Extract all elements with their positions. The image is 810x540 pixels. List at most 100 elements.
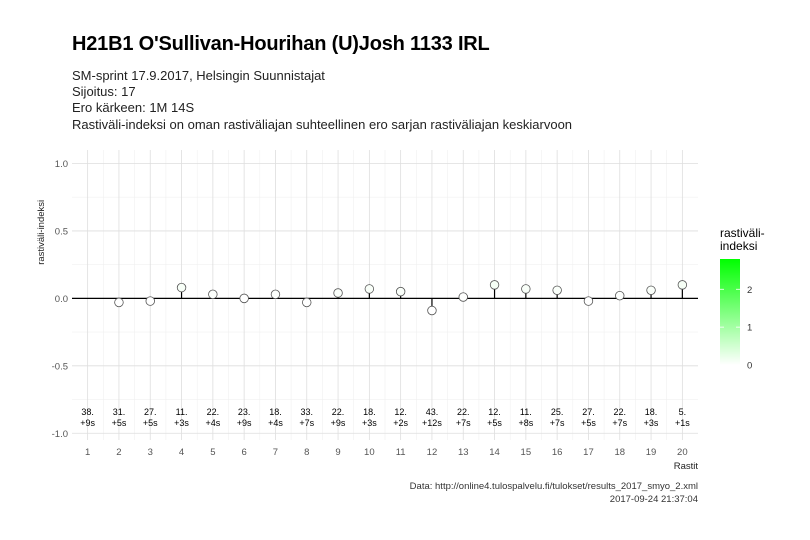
index-point [239,293,249,304]
diff-label: +5s [581,418,596,428]
x-tick-label: 3 [148,447,153,458]
x-tick-label: 6 [242,447,247,458]
x-tick-label: 12 [427,447,438,458]
diff-label: +9s [237,418,252,428]
subtitle-gap-to-leader: Ero kärkeen: 1M 14S [72,100,195,115]
x-tick-label: 11 [396,447,406,458]
diff-label: +7s [612,418,627,428]
diff-label: +8s [518,418,533,428]
index-point [583,296,594,306]
legend-colorbar [720,259,740,365]
rank-label: 38. [81,407,94,417]
grid-lines [72,150,698,440]
x-tick-label: 13 [458,447,469,458]
diff-label: +1s [675,418,690,428]
index-point [145,296,155,306]
diff-label: +3s [174,418,189,428]
color-legend: 2 1 0 [720,259,752,372]
index-point [615,290,625,301]
rank-label: 18. [363,407,376,417]
index-point [521,284,531,294]
legend-tick-label: 1 [747,323,752,334]
rank-label: 18. [645,407,658,417]
diff-label: +4s [268,418,283,428]
rank-label: 23. [238,407,251,417]
rank-label: 31. [113,407,126,417]
x-tick-label: 10 [364,447,375,458]
x-tick-label: 14 [489,447,500,458]
rank-label: 11. [176,407,188,417]
diff-label: +7s [299,418,314,428]
diff-label: +2s [393,418,408,428]
rank-label: 12. [394,407,407,417]
diff-label: +7s [550,418,565,428]
subtitle-placement: Sijoitus: 17 [72,84,136,99]
index-point [427,305,437,316]
subtitle-index-description: Rastiväli-indeksi on oman rastiväliajan … [72,117,573,132]
data-marks: 38.+9s31.+5s27.+5s11.+3s22.+4s23.+9s18.+… [80,280,690,428]
diff-label: +3s [362,418,377,428]
y-tick-label: -1.0 [52,429,68,440]
index-point [302,297,312,308]
x-tick-label: 20 [677,447,688,458]
x-tick-label: 7 [273,447,278,458]
rank-label: 22. [207,407,220,417]
diff-label: +7s [456,418,471,428]
index-point [458,292,468,302]
x-axis-title: Rastit [674,461,699,472]
index-point [208,289,218,300]
rank-label: 11. [520,407,532,417]
rank-label: 12. [488,407,501,417]
index-point [114,297,124,308]
x-tick-label: 1 [85,447,90,458]
index-point [364,284,375,294]
rank-label: 22. [332,407,345,417]
x-tick-label: 9 [335,447,340,458]
x-tick-label: 15 [521,447,532,458]
index-point [489,280,500,290]
legend-title-line2: indeksi [720,239,758,253]
timestamp-caption: 2017-09-24 21:37:04 [609,494,698,505]
legend-tick-label: 2 [747,285,752,296]
diff-label: +9s [80,418,95,428]
y-tick-label: -0.5 [52,361,68,372]
x-tick-label: 4 [179,447,184,458]
diff-label: +9s [331,418,346,428]
diff-label: +4s [205,418,220,428]
diff-label: +5s [487,418,502,428]
y-axis-title: rastiväli-indeksi [36,200,47,265]
rank-label: 33. [300,407,313,417]
legend-title: rastiväli- indeksi [720,227,790,253]
y-tick-label: 0.0 [55,294,68,305]
x-tick-label: 16 [552,447,563,458]
index-point [552,285,562,295]
index-point [176,282,187,293]
x-tick-label: 17 [583,447,594,458]
legend-title-line1: rastiväli- [720,226,765,240]
y-tick-label: 1.0 [55,159,68,170]
diff-label: +5s [143,418,158,428]
index-point [333,288,343,298]
diff-label: +3s [644,418,659,428]
x-tick-label: 19 [646,447,657,458]
chart-title: H21B1 O'Sullivan-Hourihan (U)Josh 1133 I… [72,33,490,55]
x-tick-label: 5 [210,447,215,458]
y-tick-label: 0.5 [55,226,68,237]
axis-labels: 1.00.50.0-0.5-1.01 2 3 4 5 6 7 8 9 10 11 12 13 14 15 16… [36,159,698,472]
legend-tick-label: 0 [747,361,752,372]
rank-label: 22. [457,407,470,417]
rank-label: 27. [582,407,595,417]
diff-label: +12s [422,418,442,428]
subtitle-event: SM-sprint 17.9.2017, Helsingin Suunnista… [72,68,325,83]
data-source-caption: Data: http://online4.tulospalvelu.fi/tul… [409,481,698,492]
x-tick-label: 2 [116,447,121,458]
index-point [395,286,406,297]
rank-label: 22. [613,407,626,417]
x-tick-label: 18 [614,447,625,458]
rank-label: 25. [551,407,564,417]
diff-label: +5s [112,418,127,428]
rank-label: 43. [426,407,439,417]
index-point [270,289,281,300]
rank-label: 18. [269,407,282,417]
